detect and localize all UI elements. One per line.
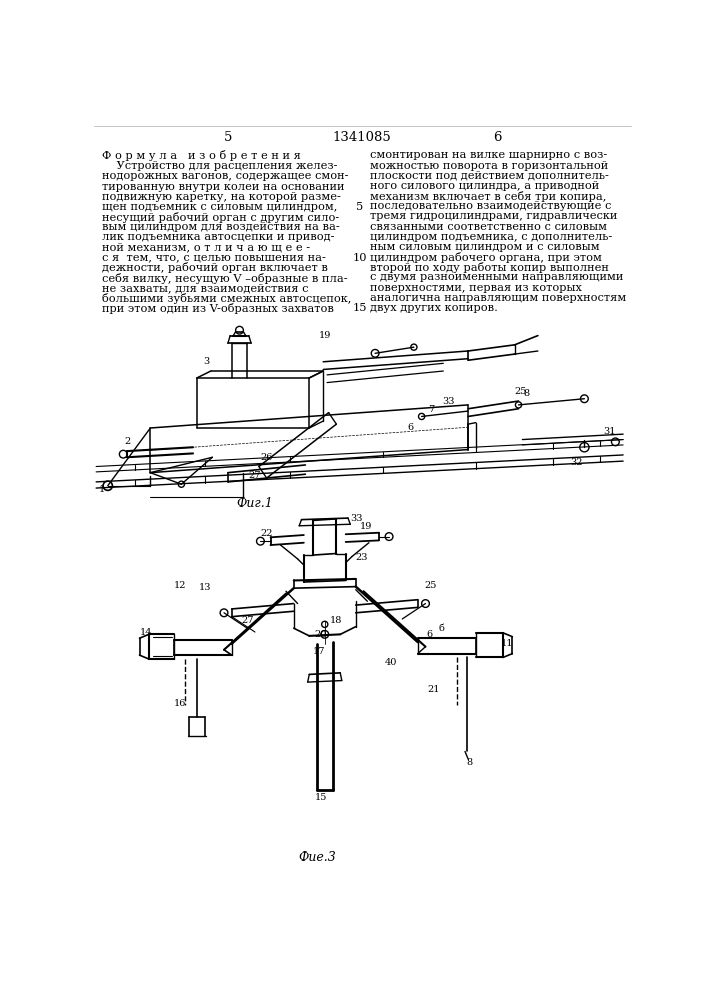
Text: 33: 33: [350, 514, 363, 523]
Text: 5: 5: [356, 202, 363, 212]
Text: 16: 16: [174, 699, 186, 708]
Text: 2: 2: [124, 437, 130, 446]
Text: 8: 8: [467, 758, 473, 767]
Text: 18: 18: [330, 616, 343, 625]
Text: нодорожных вагонов, содержащее смон-: нодорожных вагонов, содержащее смон-: [103, 171, 349, 181]
Text: 6: 6: [493, 131, 502, 144]
Text: поверхностями, первая из которых: поверхностями, первая из которых: [370, 283, 582, 293]
Text: 25: 25: [515, 387, 527, 396]
Text: 32: 32: [571, 458, 583, 467]
Text: 20: 20: [315, 630, 327, 639]
Text: дежности, рабочий орган включает в: дежности, рабочий орган включает в: [103, 262, 328, 273]
Text: 14: 14: [140, 628, 153, 637]
Text: 10: 10: [352, 253, 367, 263]
Text: 12: 12: [174, 581, 186, 590]
Text: цилиндром рабочего органа, при этом: цилиндром рабочего органа, при этом: [370, 252, 602, 263]
Text: 25: 25: [425, 581, 437, 590]
Text: 27: 27: [249, 471, 262, 480]
Text: 19: 19: [360, 522, 372, 531]
Text: связанными соответственно с силовым: связанными соответственно с силовым: [370, 222, 607, 232]
Text: 26: 26: [260, 453, 273, 462]
Text: б: б: [438, 624, 444, 633]
Text: с я  тем, что, с целью повышения на-: с я тем, что, с целью повышения на-: [103, 253, 326, 263]
Text: 1341085: 1341085: [332, 131, 392, 144]
Text: последовательно взаимодействующие с: последовательно взаимодействующие с: [370, 201, 611, 211]
Text: 19: 19: [319, 331, 331, 340]
Text: лик подъемника автосцепки и привод-: лик подъемника автосцепки и привод-: [103, 232, 335, 242]
Text: 23: 23: [355, 553, 368, 562]
Text: 13: 13: [199, 583, 211, 592]
Text: аналогична направляющим поверхностям: аналогична направляющим поверхностям: [370, 293, 626, 303]
Text: вым цилиндром для воздействия на ва-: вым цилиндром для воздействия на ва-: [103, 222, 340, 232]
Text: 6: 6: [426, 630, 433, 639]
Text: цилиндром подъемника, с дополнитель-: цилиндром подъемника, с дополнитель-: [370, 232, 612, 242]
Text: механизм включает в себя три копира,: механизм включает в себя три копира,: [370, 191, 606, 202]
Text: тремя гидроцилиндрами, гидравлически: тремя гидроцилиндрами, гидравлически: [370, 211, 617, 221]
Text: 22: 22: [260, 529, 273, 538]
Text: не захваты, для взаимодействия с: не захваты, для взаимодействия с: [103, 283, 309, 293]
Text: плоскости под действием дополнитель-: плоскости под действием дополнитель-: [370, 171, 609, 181]
Text: Фие.3: Фие.3: [298, 851, 336, 864]
Text: при этом один из V-образных захватов: при этом один из V-образных захватов: [103, 303, 334, 314]
Text: с двумя разноименными направляющими: с двумя разноименными направляющими: [370, 272, 623, 282]
Text: 40: 40: [385, 658, 397, 667]
Text: подвижную каретку, на которой разме-: подвижную каретку, на которой разме-: [103, 192, 341, 202]
Text: тированную внутри колеи на основании: тированную внутри колеи на основании: [103, 182, 345, 192]
Text: несущий рабочий орган с другим сило-: несущий рабочий орган с другим сило-: [103, 212, 339, 223]
Text: 1: 1: [99, 485, 105, 494]
Text: двух других копиров.: двух других копиров.: [370, 303, 498, 313]
Text: Фиг.1: Фиг.1: [237, 497, 274, 510]
Text: 3: 3: [203, 357, 209, 366]
Text: 15: 15: [352, 303, 367, 313]
Text: себя вилку, несущую V –образные в пла-: себя вилку, несущую V –образные в пла-: [103, 273, 348, 284]
Text: 33: 33: [443, 397, 455, 406]
Text: 31: 31: [603, 427, 615, 436]
Text: 8: 8: [523, 389, 530, 398]
Text: большими зубьями смежных автосцепок,: большими зубьями смежных автосцепок,: [103, 293, 351, 304]
Text: 11: 11: [501, 639, 513, 648]
Text: 7: 7: [428, 405, 435, 414]
Text: ной механизм, о т л и ч а ю щ е е -: ной механизм, о т л и ч а ю щ е е -: [103, 243, 310, 253]
Text: 21: 21: [427, 685, 440, 694]
Text: щен подъемник с силовым цилиндром,: щен подъемник с силовым цилиндром,: [103, 202, 338, 212]
Text: 15: 15: [315, 793, 327, 802]
Text: смонтирован на вилке шарнирно с воз-: смонтирован на вилке шарнирно с воз-: [370, 150, 607, 160]
Text: ного силового цилиндра, а приводной: ного силового цилиндра, а приводной: [370, 181, 599, 191]
Text: Устройство для расцепления желез-: Устройство для расцепления желез-: [103, 161, 338, 171]
Text: Ф о р м у л а   и з о б р е т е н и я: Ф о р м у л а и з о б р е т е н и я: [103, 150, 301, 161]
Text: 17: 17: [313, 647, 326, 656]
Text: 6: 6: [407, 424, 413, 432]
Text: 27: 27: [241, 616, 254, 625]
Text: второй по ходу работы копир выполнен: второй по ходу работы копир выполнен: [370, 262, 609, 273]
Text: ным силовым цилиндром и с силовым: ным силовым цилиндром и с силовым: [370, 242, 600, 252]
Text: можностью поворота в горизонтальной: можностью поворота в горизонтальной: [370, 161, 608, 171]
Text: 5: 5: [223, 131, 232, 144]
